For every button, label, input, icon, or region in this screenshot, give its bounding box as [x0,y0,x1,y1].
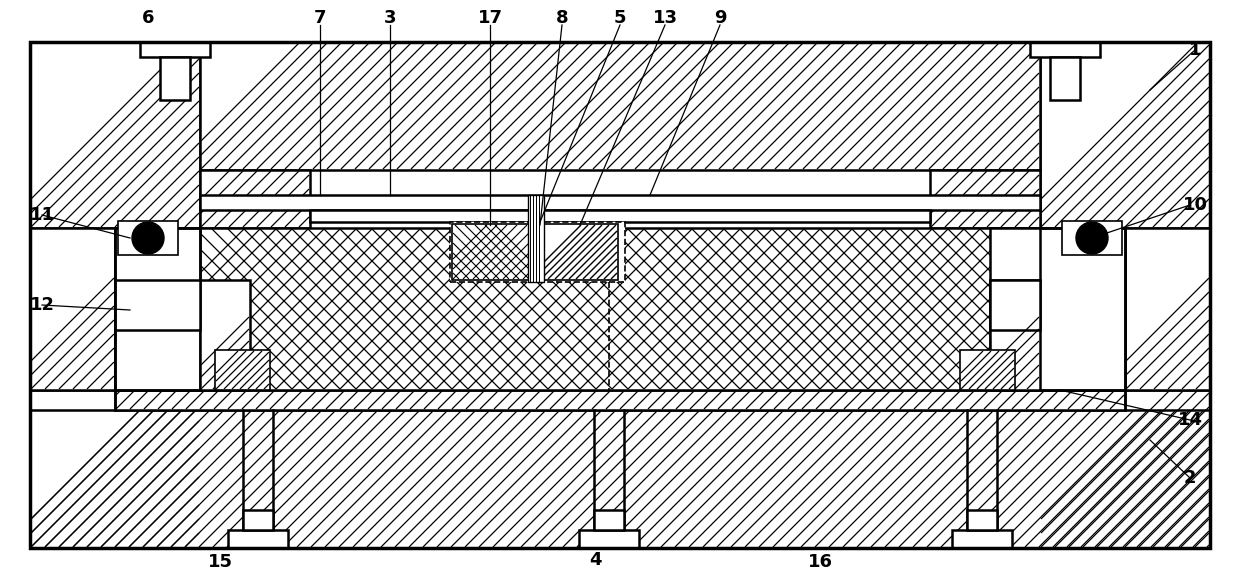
Bar [200,170,310,228]
Bar [200,280,250,390]
Text: 5: 5 [614,9,626,27]
Text: 11: 11 [30,206,55,224]
Bar [1061,221,1122,255]
Bar [960,350,1016,390]
Bar [539,224,618,280]
Bar [1040,42,1210,228]
Bar [952,530,1012,548]
Text: 2: 2 [1184,469,1197,487]
Bar [990,280,1040,330]
Bar [594,510,624,530]
Bar [1050,57,1080,100]
Bar [160,57,190,100]
Bar [30,42,1210,548]
Bar [215,350,270,390]
Text: 9: 9 [714,9,727,27]
Circle shape [1076,222,1109,254]
Bar [528,195,544,282]
Text: 4: 4 [589,551,601,569]
Bar [30,390,200,548]
Bar [140,42,210,57]
Bar [930,170,1040,228]
Bar [990,228,1125,390]
Bar [115,228,200,390]
Bar [115,390,1125,410]
Text: 10: 10 [1183,196,1208,214]
Bar [115,280,200,330]
Bar [1040,390,1210,548]
Text: 8: 8 [556,9,568,27]
Text: 1: 1 [1189,41,1202,59]
Text: 17: 17 [477,9,502,27]
Bar [990,280,1040,390]
Text: 13: 13 [652,9,677,27]
Bar [453,224,529,280]
Bar [200,195,1040,210]
Bar [30,228,115,390]
Bar [579,530,639,548]
Bar [1030,42,1100,57]
Text: 3: 3 [383,9,397,27]
Text: 15: 15 [207,553,233,571]
Bar [450,222,625,282]
Bar [967,510,997,530]
Bar [200,42,1040,170]
Text: 6: 6 [141,9,154,27]
Bar [243,510,273,530]
Bar [118,221,179,255]
Bar [310,210,930,222]
Bar [228,530,288,548]
Bar [30,410,1210,548]
Circle shape [131,222,164,254]
Bar [30,42,200,228]
Bar [115,228,1125,390]
Text: 16: 16 [807,553,832,571]
Bar [1125,228,1210,390]
Text: 7: 7 [314,9,326,27]
Text: 14: 14 [1178,411,1203,429]
Text: 12: 12 [30,296,55,314]
